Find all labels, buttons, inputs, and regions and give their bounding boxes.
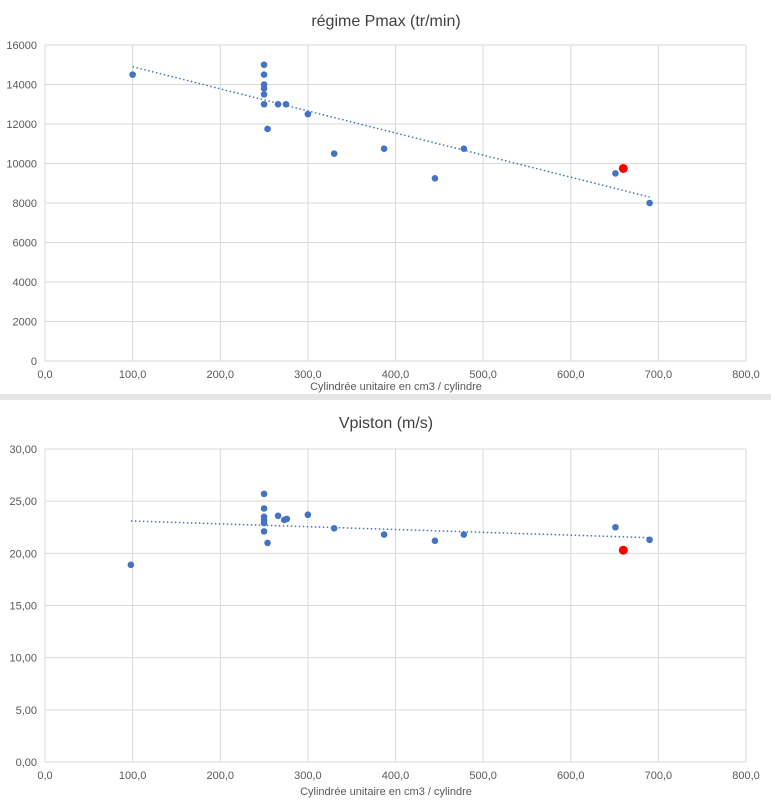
y-tick-label: 30,00 <box>9 444 37 456</box>
data-point <box>460 531 468 538</box>
x-tick-label: 0,0 <box>37 770 52 782</box>
data-point <box>380 145 388 152</box>
chart-pmax: régime Pmax (tr/min) Cylindrée unitaire … <box>6 13 760 393</box>
data-point <box>260 528 268 535</box>
x-tick-label: 800,0 <box>732 369 760 381</box>
data-point <box>330 524 338 532</box>
data-point <box>618 545 628 555</box>
data-point <box>612 170 619 177</box>
y-tick-label: 0 <box>31 356 37 368</box>
x-tick-label: 100,0 <box>119 369 147 381</box>
data-point <box>260 91 268 98</box>
y-tick-label: 15,00 <box>9 601 37 613</box>
data-point <box>304 511 312 519</box>
y-tick-label: 6000 <box>13 238 37 250</box>
x-tick-label: 800,0 <box>732 770 760 782</box>
series-1 <box>618 545 628 555</box>
x-tick-label: 0,0 <box>37 369 52 381</box>
data-point <box>129 71 136 78</box>
y-tick-label: 5,00 <box>16 705 37 717</box>
x-tick-label: 700,0 <box>645 369 673 381</box>
x-axis-label: Cylindrée unitaire en cm3 / cylindre <box>300 786 472 798</box>
y-tick-label: 14000 <box>6 80 37 92</box>
x-tick-label: 600,0 <box>557 369 585 381</box>
x-tick-label: 200,0 <box>206 770 234 782</box>
y-tick-label: 0,00 <box>16 757 37 769</box>
data-point <box>264 539 271 547</box>
trendline <box>132 65 650 198</box>
data-point <box>646 199 653 207</box>
chart-panel-pmax: régime Pmax (tr/min) Cylindrée unitaire … <box>0 0 771 394</box>
x-tick-label: 300,0 <box>294 369 322 381</box>
x-tick-label: 400,0 <box>382 770 410 782</box>
y-tick-label: 12000 <box>6 119 37 131</box>
y-tick-label: 4000 <box>13 277 37 289</box>
y-tick-label: 10,00 <box>9 653 37 665</box>
data-point <box>260 71 268 78</box>
data-point <box>431 175 439 182</box>
data-point <box>260 85 268 92</box>
data-point <box>460 145 468 152</box>
x-tick-label: 700,0 <box>645 770 673 782</box>
y-tick-label: 20,00 <box>9 548 37 560</box>
data-point <box>283 515 291 523</box>
x-tick-label: 100,0 <box>119 770 147 782</box>
data-point <box>274 512 282 520</box>
x-tick-label: 400,0 <box>382 369 410 381</box>
x-tick-label: 600,0 <box>557 770 585 782</box>
panel-divider <box>0 394 771 400</box>
data-point <box>612 523 619 531</box>
chart-vpiston: Vpiston (m/s) Cylindrée unitaire en cm3 … <box>9 415 760 798</box>
data-point <box>380 531 388 538</box>
data-point <box>260 490 268 498</box>
series-0 <box>129 61 653 207</box>
y-tick-label: 10000 <box>6 159 37 171</box>
gridlines <box>44 448 747 763</box>
y-tick-label: 8000 <box>13 198 37 210</box>
chart-title: régime Pmax (tr/min) <box>311 13 460 30</box>
data-point <box>431 537 439 545</box>
y-tick-label: 16000 <box>6 40 37 52</box>
x-tick-label: 200,0 <box>206 369 234 381</box>
data-point <box>646 536 653 544</box>
data-point <box>260 505 268 512</box>
data-point <box>274 100 282 108</box>
data-point <box>260 519 268 527</box>
y-tick-label: 25,00 <box>9 496 37 508</box>
series-1 <box>618 163 628 173</box>
chart-title: Vpiston (m/s) <box>339 415 433 432</box>
data-point <box>127 561 135 569</box>
x-tick-label: 500,0 <box>469 770 497 782</box>
data-point <box>304 110 312 118</box>
x-axis-label: Cylindrée unitaire en cm3 / cylindre <box>310 381 482 393</box>
data-point <box>282 100 290 108</box>
x-tick-label: 500,0 <box>469 369 497 381</box>
x-tick-label: 300,0 <box>294 770 322 782</box>
data-point <box>330 150 338 157</box>
trendline <box>130 520 650 539</box>
gridlines <box>44 44 747 362</box>
y-tick-label: 2000 <box>13 317 37 329</box>
series-0 <box>127 490 653 569</box>
data-point <box>260 61 268 69</box>
data-point <box>260 100 268 108</box>
data-point <box>264 125 271 133</box>
data-point <box>618 163 628 173</box>
chart-panel-vpiston: Vpiston (m/s) Cylindrée unitaire en cm3 … <box>0 400 771 800</box>
